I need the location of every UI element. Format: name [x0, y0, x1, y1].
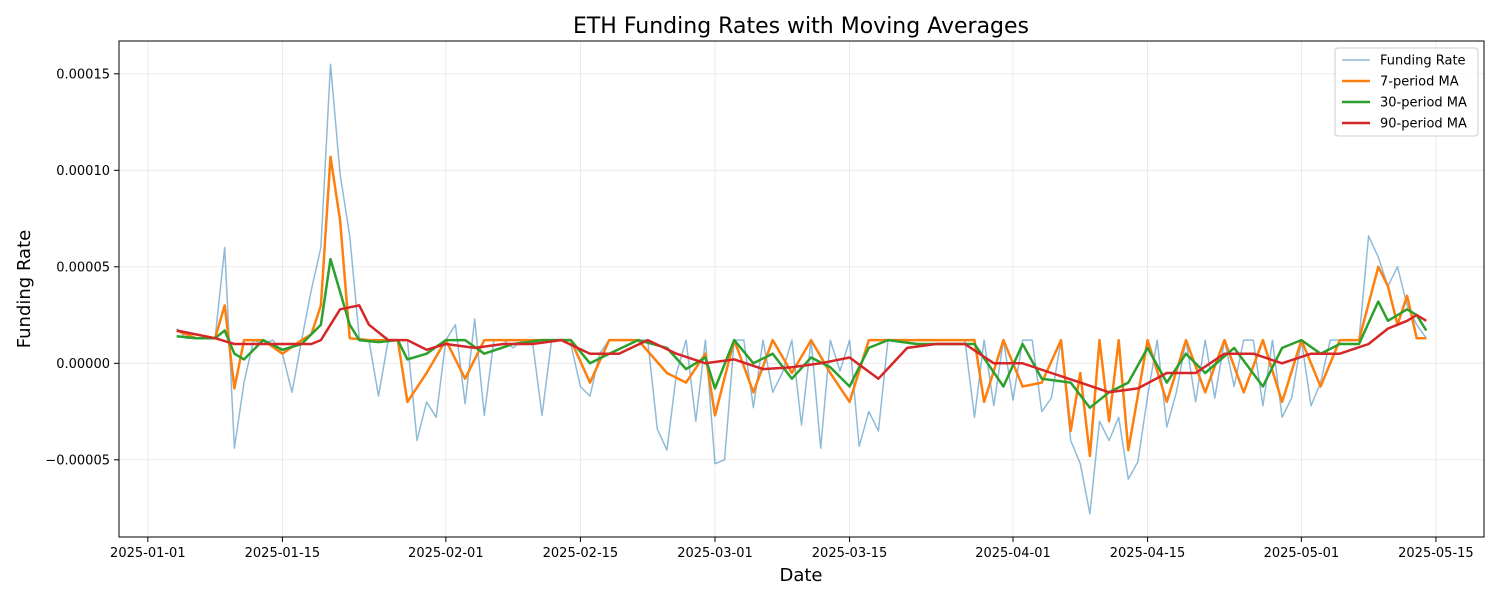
y-axis-ticks: 0.00015 0.00010 0.00005 0.00000 −0.00005	[45, 67, 119, 468]
series-line-30-period-ma	[176, 257, 1428, 409]
y-tick-label: 0.00000	[56, 357, 110, 372]
plot-area-frame	[118, 40, 1485, 538]
x-tick-label: 2025-01-01	[110, 546, 186, 561]
x-tick-label: 2025-02-01	[408, 546, 484, 561]
series-line-funding-rate	[176, 63, 1427, 515]
x-tick-label: 2025-01-15	[245, 546, 321, 561]
x-axis-ticks: 2025-01-01 2025-01-15 2025-02-01 2025-02-15…	[110, 537, 1474, 561]
x-tick-label: 2025-03-01	[677, 546, 753, 561]
x-tick-label: 2025-04-01	[975, 546, 1051, 561]
legend-label-7-period-ma: 7-period MA	[1380, 75, 1459, 90]
x-axis-title: Date	[779, 565, 822, 586]
legend-label-30-period-ma: 30-period MA	[1380, 96, 1467, 111]
legend: Funding Rate 7-period MA 30-period MA 90-pe…	[1334, 47, 1479, 137]
x-tick-label: 2025-03-15	[812, 546, 888, 561]
grid-lines	[119, 41, 1484, 537]
series-layer	[176, 63, 1428, 515]
legend-box	[1334, 47, 1479, 137]
x-tick-label: 2025-02-15	[543, 546, 619, 561]
x-tick-label: 2025-05-01	[1264, 546, 1340, 561]
y-axis-title: Funding Rate	[14, 230, 35, 348]
series-line-90-period-ma	[176, 304, 1427, 394]
y-tick-label: 0.00015	[56, 67, 110, 82]
series-line-7-period-ma	[176, 155, 1427, 458]
y-tick-label: 0.00010	[56, 164, 110, 179]
y-tick-label: 0.00005	[56, 260, 110, 275]
legend-label-funding-rate: Funding Rate	[1380, 54, 1466, 69]
x-tick-label: 2025-04-15	[1110, 546, 1186, 561]
legend-label-90-period-ma: 90-period MA	[1380, 117, 1467, 132]
chart-title: ETH Funding Rates with Moving Averages	[573, 14, 1029, 39]
x-tick-label: 2025-05-15	[1398, 546, 1474, 561]
y-tick-label: −0.00005	[45, 453, 110, 468]
